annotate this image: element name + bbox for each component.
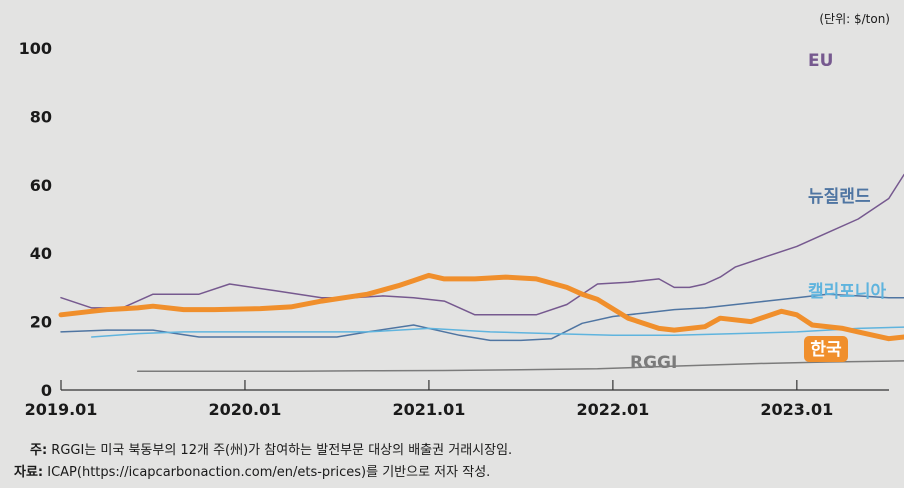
note-text: RGGI는 미국 북동부의 12개 주(州)가 참여하는 발전부문 대상의 배출…	[47, 443, 513, 458]
series-label: EU	[808, 51, 833, 71]
series-line-RGGI	[136, 360, 904, 372]
source-text: ICAP(https://icapcarbonaction.com/en/ets…	[43, 465, 491, 480]
x-axis: 2019.01 2020.01 2021.01 2022.01 2023.01	[25, 380, 889, 419]
series-line-뉴질랜드	[60, 293, 904, 342]
y-tick-label: 60	[30, 176, 52, 195]
x-tick-label: 2022.01	[576, 400, 649, 419]
series-line-한국	[58, 272, 904, 342]
note-prefix: 주:	[30, 443, 48, 458]
y-tick-label: 0	[41, 381, 52, 400]
series-label: RGGI	[630, 353, 677, 373]
footnotes: 주: RGGI는 미국 북동부의 12개 주(州)가 참여하는 발전부문 대상의…	[14, 440, 512, 484]
series-line-캘리포니아	[90, 326, 904, 338]
y-axis: 0 20 40 60 80 100	[19, 39, 52, 400]
source-prefix: 자료:	[14, 465, 44, 480]
x-tick-label: 2021.01	[392, 400, 465, 419]
note: 주: RGGI는 미국 북동부의 12개 주(州)가 참여하는 발전부문 대상의…	[14, 440, 512, 462]
y-tick-label: 80	[30, 107, 52, 126]
y-tick-label: 20	[30, 313, 52, 332]
series-label: 캘리포니아	[808, 281, 887, 302]
x-tick-label: 2020.01	[209, 400, 282, 419]
series-line-EU	[60, 173, 904, 316]
korea-label-badge	[804, 336, 848, 362]
x-tick-label: 2023.01	[760, 400, 833, 419]
series-label: 뉴질랜드	[808, 186, 871, 207]
y-tick-label: 40	[30, 244, 52, 263]
series-lines	[58, 173, 904, 372]
unit-label: (단위: $/ton)	[819, 12, 890, 26]
series-label: 한국	[810, 340, 842, 360]
source: 자료: ICAP(https://icapcarbonaction.com/en…	[14, 462, 512, 484]
x-tick-label: 2019.01	[25, 400, 98, 419]
y-tick-label: 100	[19, 39, 52, 58]
line-chart: 0 20 40 60 80 100 2019.01 2020.01 2021.01 2022.0…	[19, 39, 904, 419]
